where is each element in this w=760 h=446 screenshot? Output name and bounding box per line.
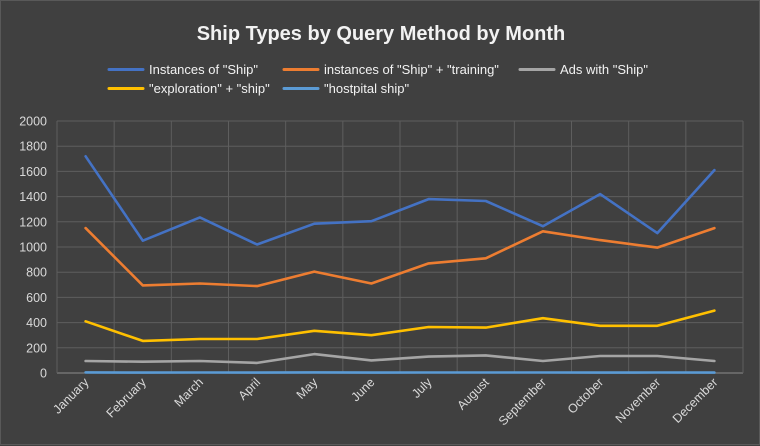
y-tick-label: 1600 xyxy=(19,165,47,179)
x-tick-label: October xyxy=(565,375,606,416)
legend-label: Ads with "Ship" xyxy=(560,62,648,77)
y-tick-label: 1200 xyxy=(19,215,47,229)
x-tick-label: August xyxy=(454,375,492,413)
chart-title: Ship Types by Query Method by Month xyxy=(197,23,566,45)
x-tick-label: March xyxy=(172,375,206,409)
x-tick-label: May xyxy=(294,375,321,402)
y-tick-label: 600 xyxy=(26,291,47,305)
legend-label: "exploration" + "ship" xyxy=(149,81,270,96)
y-tick-label: 400 xyxy=(26,316,47,330)
x-tick-label: April xyxy=(236,375,264,403)
legend-label: Instances of "Ship" xyxy=(149,62,258,77)
y-tick-label: 1800 xyxy=(19,140,47,154)
x-tick-label: September xyxy=(496,375,549,428)
y-tick-label: 1400 xyxy=(19,190,47,204)
legend: Instances of "Ship" instances of "Ship" +… xyxy=(109,62,648,96)
y-axis: 0 200 400 600 800 1000 1200 1400 1600 1800 2000 xyxy=(19,115,47,381)
x-axis: January February March April May June July Augu… xyxy=(50,375,720,429)
legend-label: instances of "Ship" + "training" xyxy=(324,62,499,77)
legend-label: "hostpital ship" xyxy=(324,81,409,96)
x-tick-label: December xyxy=(670,375,721,426)
x-tick-label: January xyxy=(50,375,92,417)
y-tick-label: 0 xyxy=(40,367,47,381)
x-tick-label: November xyxy=(613,375,664,426)
y-tick-label: 800 xyxy=(26,266,47,280)
x-tick-label: July xyxy=(409,375,435,401)
gridlines xyxy=(57,121,743,373)
y-tick-label: 200 xyxy=(26,341,47,355)
y-tick-label: 1000 xyxy=(19,241,47,255)
x-tick-label: February xyxy=(104,375,150,421)
x-tick-label: June xyxy=(348,375,377,404)
y-tick-label: 2000 xyxy=(19,115,47,129)
